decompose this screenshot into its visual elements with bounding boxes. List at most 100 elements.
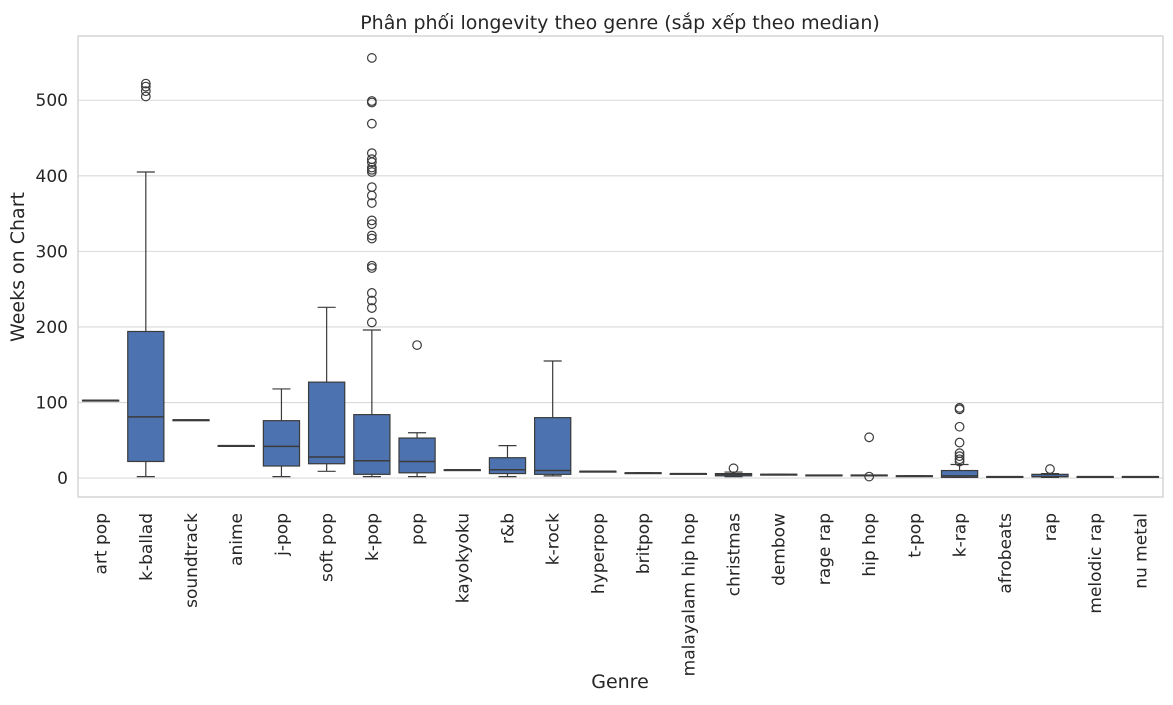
box-group — [1121, 475, 1160, 478]
x-tick-label: christmas — [725, 513, 745, 596]
box-group — [262, 388, 301, 478]
x-tick-label: britpop — [634, 513, 654, 574]
plot-layer — [81, 53, 1160, 482]
outlier-point — [954, 448, 965, 459]
box-iqr — [262, 420, 301, 467]
box-group — [127, 78, 165, 478]
y-tick-label: 100 — [36, 394, 68, 414]
outlier-point — [366, 219, 377, 230]
x-tick-label: k-pop — [363, 513, 383, 561]
box-iqr — [127, 330, 165, 463]
outlier-point — [140, 86, 151, 97]
box-group — [353, 53, 391, 478]
outlier-point — [366, 260, 377, 271]
box-group — [172, 419, 210, 422]
x-tick-label: soundtrack — [182, 513, 202, 608]
outlier-point — [954, 421, 965, 432]
box-group — [850, 432, 888, 482]
x-tick-label: dembow — [770, 513, 790, 586]
outlier-point — [140, 91, 151, 102]
box-group — [443, 469, 481, 472]
box-iqr — [307, 381, 346, 465]
box-group — [760, 473, 798, 476]
outlier-point — [366, 198, 377, 208]
outlier-point — [366, 303, 377, 313]
box-group — [714, 463, 753, 478]
box-group — [986, 475, 1024, 478]
box-iqr — [353, 414, 391, 475]
x-tick-label: malayalam hip hop — [679, 513, 699, 676]
box-group — [895, 475, 934, 478]
box-group — [1031, 464, 1069, 478]
outlier-point — [728, 463, 739, 474]
x-tick-label: pop — [408, 513, 428, 545]
x-tick-labels: art pop k-ballad soundtrack anime j-pop soft … — [92, 513, 1152, 677]
chart-title: Phân phối longevity theo genre (sắp xếp … — [360, 11, 880, 34]
box-group — [488, 445, 527, 478]
outlier-point — [864, 432, 875, 443]
box-group — [624, 472, 662, 475]
x-tick-label: k-rap — [951, 513, 971, 557]
outlier-point — [864, 471, 875, 482]
x-tick-label: art pop — [92, 513, 112, 574]
x-tick-label: r&b — [498, 513, 518, 544]
x-tick-label: j-pop — [272, 513, 292, 557]
outlier-point — [366, 295, 377, 306]
outlier-point — [366, 317, 377, 328]
box-iqr — [488, 457, 527, 475]
outlier-point — [140, 78, 151, 89]
outlier-point — [366, 148, 377, 159]
outlier-point — [366, 288, 377, 298]
x-tick-label: k-ballad — [137, 513, 157, 581]
x-tick-label: rage rap — [815, 513, 835, 585]
outlier-point — [954, 402, 965, 413]
box-group — [307, 306, 346, 472]
x-tick-label: soft pop — [318, 513, 338, 582]
outlier-point — [954, 454, 965, 465]
y-tick-label: 0 — [57, 469, 68, 489]
x-tick-label: kayokyoku — [453, 513, 473, 603]
y-tick-labels: 0 100 200 300 400 500 — [36, 91, 68, 489]
x-tick-label: nu metal — [1131, 513, 1151, 589]
outlier-point — [366, 118, 377, 129]
box-group — [579, 470, 617, 473]
outlier-point — [366, 233, 377, 244]
grid-layer — [78, 99, 1163, 479]
outlier-point — [366, 154, 377, 165]
box-group — [81, 399, 120, 402]
outlier-point — [140, 81, 151, 92]
outlier-point — [412, 340, 422, 350]
x-tick-label: hyperpop — [589, 513, 609, 594]
box-group — [940, 402, 979, 478]
box-iqr — [398, 437, 436, 474]
outlier-point — [366, 182, 377, 193]
outlier-point — [366, 215, 377, 226]
box-group — [669, 472, 707, 475]
outlier-point — [954, 437, 965, 448]
y-tick-label: 500 — [36, 91, 68, 111]
outlier-point — [366, 53, 377, 63]
y-tick-label: 400 — [36, 167, 68, 187]
box-group — [1076, 475, 1114, 478]
outlier-point — [954, 451, 965, 462]
y-tick-label: 300 — [36, 242, 68, 262]
x-tick-label: hip hop — [860, 513, 880, 577]
outlier-point — [366, 230, 377, 241]
plot-frame — [77, 35, 1164, 498]
box-iqr — [534, 417, 572, 475]
x-tick-label: afrobeats — [996, 513, 1016, 594]
x-tick-label: t-pop — [905, 513, 925, 558]
box-group — [217, 444, 255, 448]
y-tick-label: 200 — [36, 318, 68, 338]
x-tick-label: k-rock — [544, 513, 564, 565]
outlier-point — [366, 96, 377, 106]
x-axis-label: Genre — [591, 671, 649, 693]
box-group — [398, 340, 436, 478]
x-tick-label: anime — [227, 513, 247, 566]
y-axis-label: Weeks on Chart — [7, 192, 29, 342]
outlier-point — [1045, 464, 1055, 474]
box-group — [534, 360, 572, 477]
x-tick-label: melodic rap — [1086, 513, 1106, 614]
